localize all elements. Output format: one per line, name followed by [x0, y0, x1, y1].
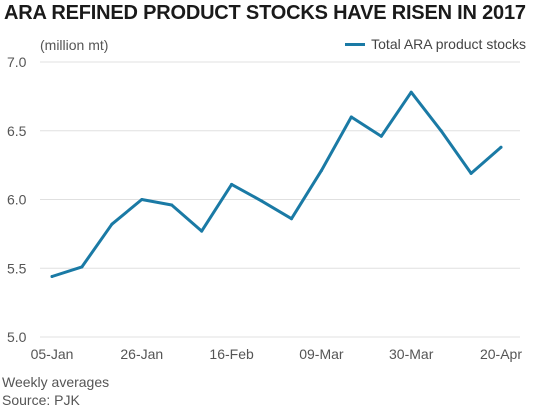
data-point — [409, 90, 413, 94]
x-tick-label: 16-Feb — [209, 346, 254, 362]
y-tick-labels: 5.0 5.5 6.0 6.5 7.0 — [7, 54, 27, 345]
footnote-source: Source: PJK — [2, 392, 80, 408]
data-point — [469, 171, 473, 175]
series-line — [50, 90, 503, 278]
data-point — [230, 182, 234, 186]
y-tick-label: 5.5 — [7, 260, 27, 276]
legend-swatch — [345, 42, 366, 46]
data-point — [200, 229, 204, 233]
data-point — [349, 115, 353, 119]
y-axis-unit-label: (million mt) — [40, 37, 109, 53]
data-point — [170, 203, 174, 207]
gridlines — [40, 61, 520, 338]
x-tick-label: 30-Mar — [389, 346, 434, 362]
x-tick-label: 05-Jan — [31, 346, 74, 362]
data-point — [80, 265, 84, 269]
y-tick-label: 6.5 — [7, 123, 27, 139]
footnote-note: Weekly averages — [2, 374, 110, 390]
series-lines — [50, 90, 503, 278]
y-tick-label: 5.0 — [7, 329, 27, 345]
data-point — [499, 145, 503, 149]
legend: Total ARA product stocks — [345, 36, 526, 52]
x-tick-label: 09-Mar — [299, 346, 344, 362]
x-tick-label: 26-Jan — [120, 346, 163, 362]
data-point — [140, 198, 144, 201]
data-point — [379, 134, 383, 138]
data-point — [319, 169, 323, 173]
chart-title: ARA REFINED PRODUCT STOCKS HAVE RISEN IN… — [4, 2, 526, 24]
data-point — [289, 217, 293, 221]
x-tick-labels: 05-Jan 26-Jan 16-Feb 09-Mar 30-Mar 20-Apr — [31, 346, 523, 362]
x-tick-label: 20-Apr — [480, 346, 522, 362]
data-point — [110, 222, 114, 226]
y-tick-label: 6.0 — [7, 192, 27, 208]
y-tick-label: 7.0 — [7, 54, 27, 70]
data-point — [439, 129, 443, 133]
data-point — [260, 199, 264, 203]
data-point — [50, 275, 54, 278]
legend-label: Total ARA product stocks — [371, 36, 526, 52]
